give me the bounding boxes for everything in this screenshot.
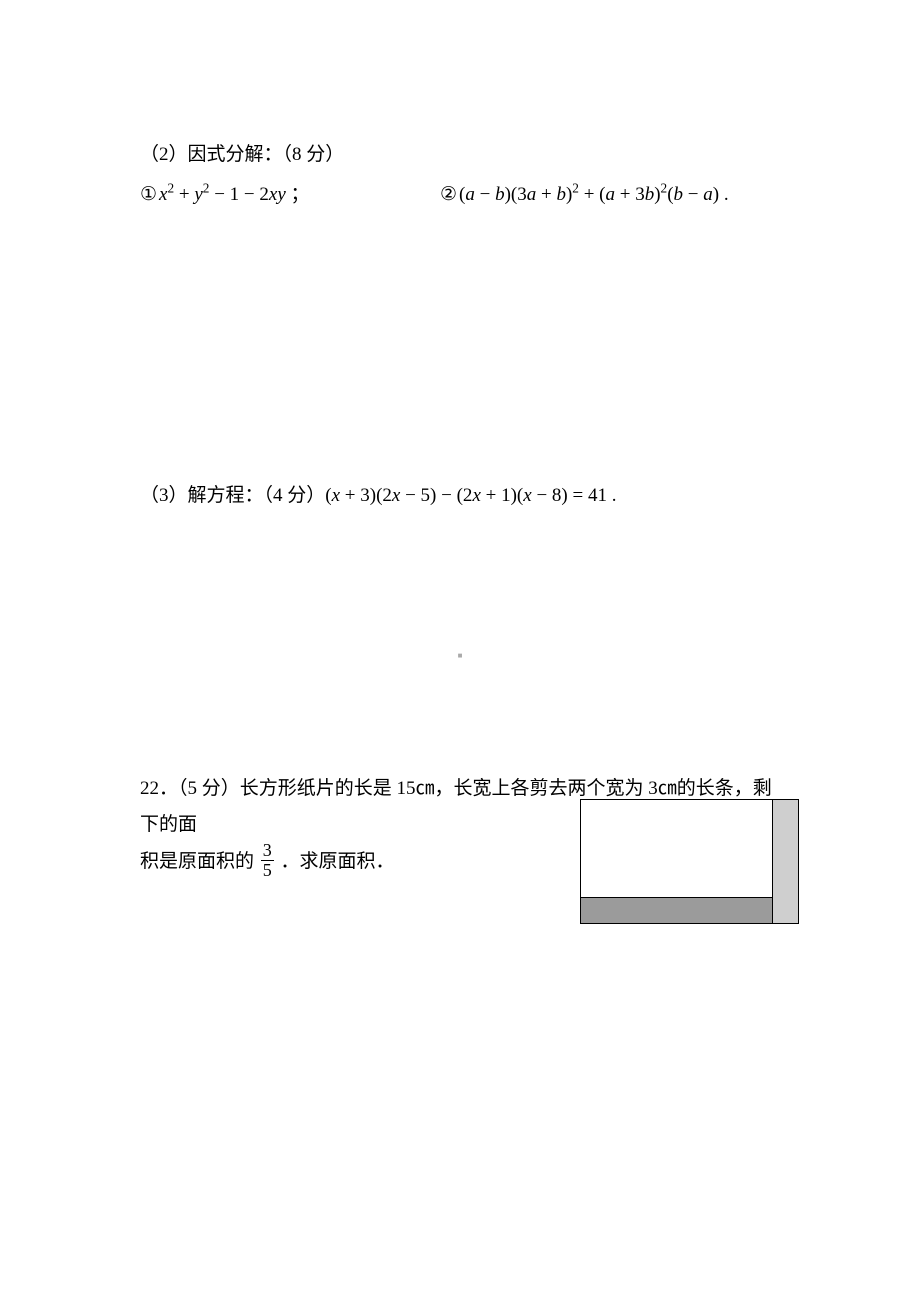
- expr-text: +: [174, 184, 194, 205]
- expr-text: − 1 − 2: [209, 184, 268, 205]
- expr-sup: 2: [572, 181, 579, 196]
- expr-text: b: [645, 184, 655, 205]
- item-2-label: ②: [440, 180, 457, 210]
- problem-3-expression: (x + 3)(2x − 5) − (2x + 1)(x − 8) = 41 .: [325, 481, 616, 511]
- expr-text: y: [194, 184, 202, 205]
- expr-text: x: [472, 485, 480, 506]
- expr-text: ；: [286, 184, 310, 205]
- expr-text: x: [332, 485, 340, 506]
- fraction-numerator: 3: [261, 841, 274, 861]
- expr-text: )(3: [505, 184, 527, 205]
- page-marker-icon: ■: [458, 650, 463, 663]
- expr-text: b: [495, 184, 505, 205]
- expr-text: − 8) = 41 .: [532, 485, 617, 506]
- problem-2-item-2: ② (a − b)(3a + b)2 + (a + 3b)2(b − a) .: [440, 180, 729, 210]
- expr-text: −: [683, 184, 703, 205]
- expr-text: b: [674, 184, 684, 205]
- rectangle-diagram: [580, 799, 800, 926]
- expr-text: a: [606, 184, 616, 205]
- problem-3-prefix: （3）解方程：（4 分）: [140, 481, 325, 511]
- expr-text: x: [523, 485, 531, 506]
- expr-text: −: [475, 184, 495, 205]
- problem-2-item-1: ① x2 + y2 − 1 − 2xy ；: [140, 180, 440, 210]
- diagram-svg: [580, 799, 800, 926]
- workspace-gap-1: [140, 211, 780, 481]
- fraction-denominator: 5: [261, 861, 274, 880]
- problem-22-line2a: 积是原面积的: [140, 851, 254, 872]
- expr-text: +: [536, 184, 556, 205]
- page: （2）因式分解：（8 分） ① x2 + y2 − 1 − 2xy ； ② (a…: [0, 0, 920, 1302]
- expr-text: a: [527, 184, 537, 205]
- expr-text: b: [556, 184, 566, 205]
- item-2-expression: (a − b)(3a + b)2 + (a + 3b)2(b − a) .: [459, 180, 729, 210]
- problem-2-heading: （2）因式分解：（8 分）: [140, 140, 780, 170]
- expr-text: + (: [579, 184, 606, 205]
- expr-text: + 1)(: [481, 485, 523, 506]
- expr-text: − 5) − (2: [400, 485, 472, 506]
- fraction-3-5: 3 5: [261, 841, 274, 880]
- expr-text: + 3: [615, 184, 645, 205]
- expr-text: a: [465, 184, 475, 205]
- expr-text: a: [703, 184, 713, 205]
- problem-22-block: 22．（5 分）长方形纸片的长是 15㎝，长宽上各剪去两个宽为 3㎝的长条，剩下…: [140, 771, 780, 882]
- workspace-gap-2: [140, 511, 780, 771]
- problem-22-line2b: ．求原面积．: [281, 851, 395, 872]
- problem-2-expressions-row: ① x2 + y2 − 1 − 2xy ； ② (a − b)(3a + b)2…: [140, 180, 780, 210]
- item-1-expression: x2 + y2 − 1 − 2xy ；: [159, 180, 309, 210]
- expr-text: xy: [269, 184, 286, 205]
- expr-text: + 3)(2: [340, 485, 392, 506]
- item-1-label: ①: [140, 180, 157, 210]
- expr-text: ) .: [713, 184, 729, 205]
- problem-3-line: （3）解方程：（4 分） (x + 3)(2x − 5) − (2x + 1)(…: [140, 481, 780, 511]
